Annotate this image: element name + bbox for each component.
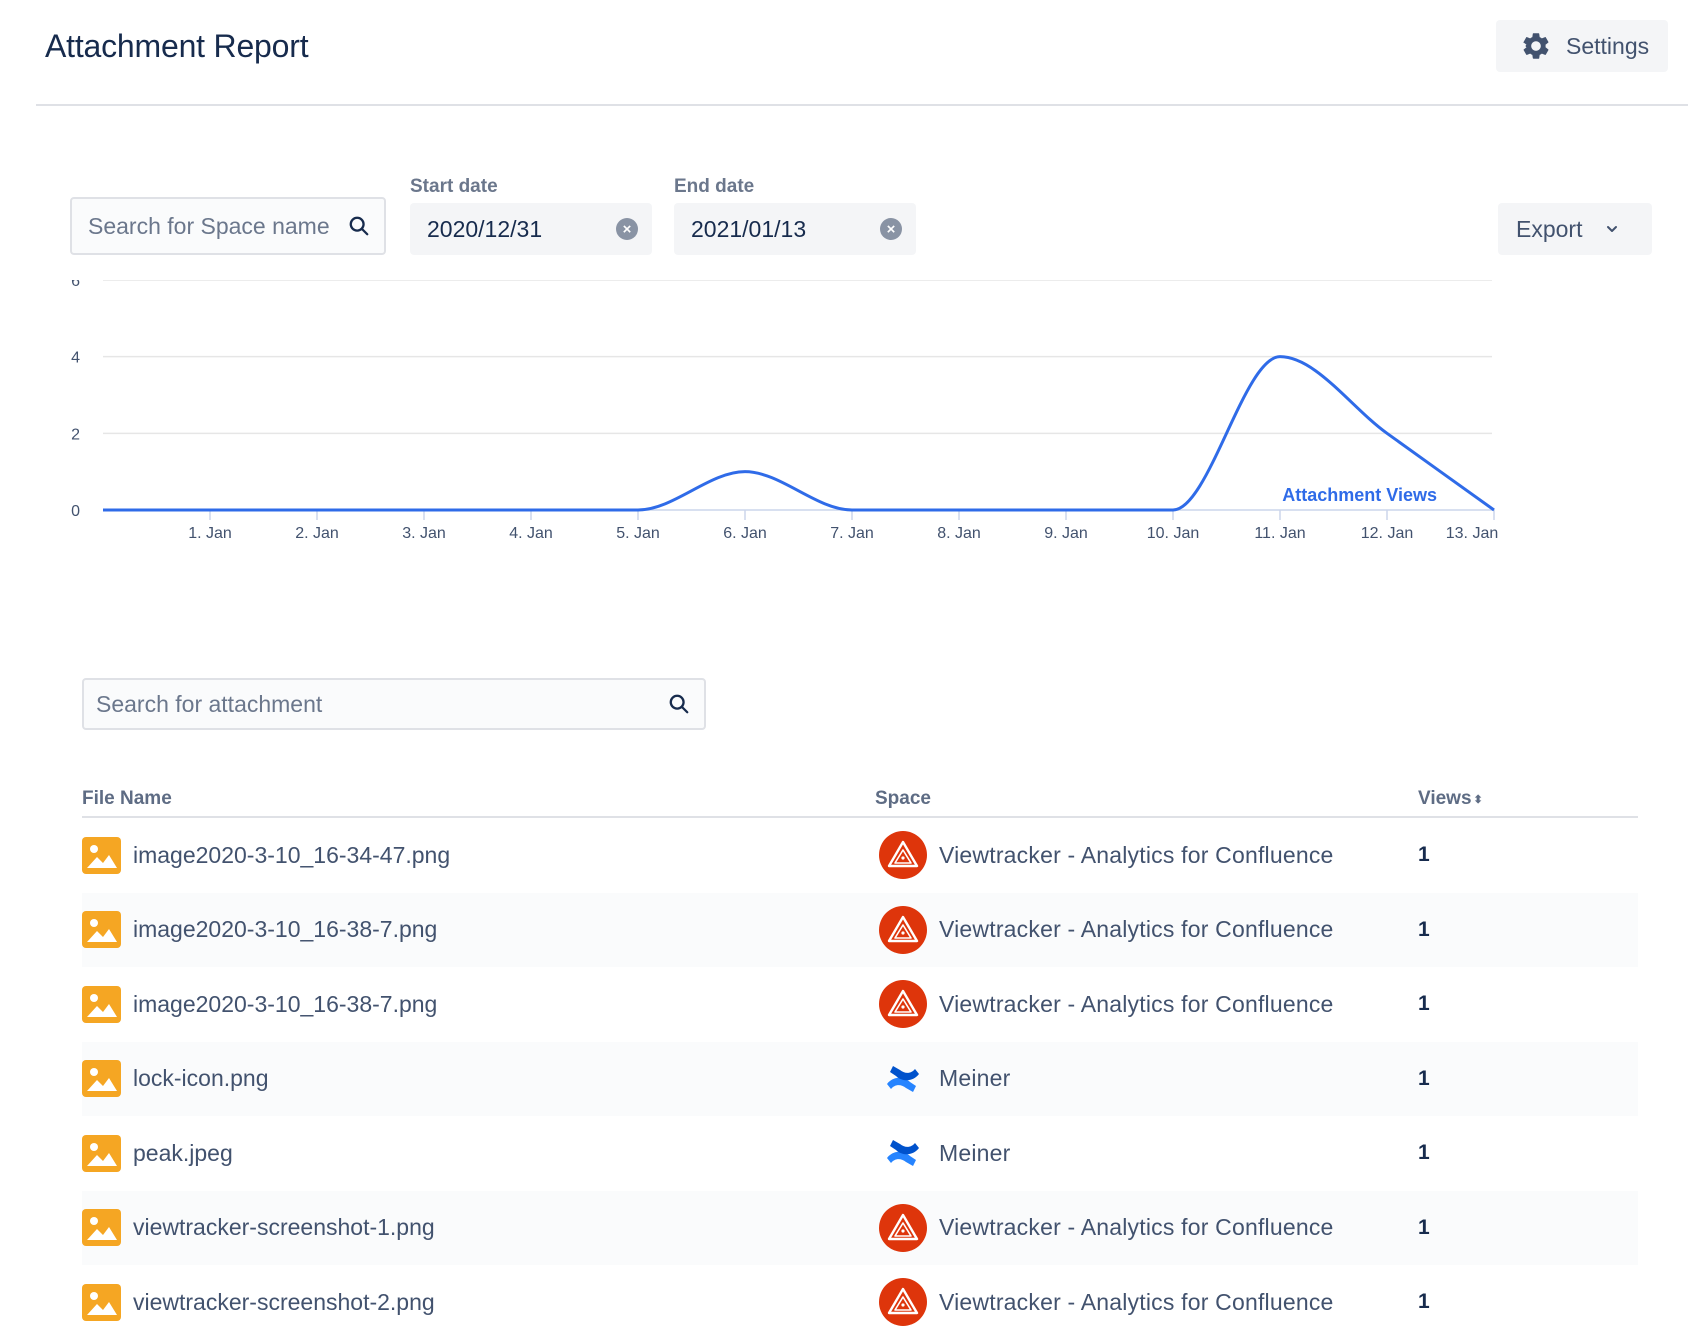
table-row[interactable]: peak.jpeg Meiner 1 xyxy=(82,1116,1638,1191)
file-name-link[interactable]: viewtracker-screenshot-2.png xyxy=(133,1288,435,1315)
space-link[interactable]: Viewtracker - Analytics for Confluence xyxy=(939,841,1334,868)
table-row[interactable]: image2020-3-10_16-38-7.png Viewtracker -… xyxy=(82,892,1638,967)
x-tick-label: 2. Jan xyxy=(295,525,339,542)
viewtracker-icon xyxy=(878,1277,928,1327)
views-count: 1 xyxy=(1418,843,1430,867)
end-date-field[interactable]: 2021/01/13 × xyxy=(674,203,916,255)
space-link[interactable]: Viewtracker - Analytics for Confluence xyxy=(939,916,1334,943)
viewtracker-icon xyxy=(878,979,928,1029)
column-header-views[interactable]: Views ⬍ xyxy=(1418,788,1483,810)
viewtracker-icon xyxy=(878,1203,928,1253)
x-tick-label: 6. Jan xyxy=(723,525,767,542)
views-count: 1 xyxy=(1418,1141,1430,1165)
y-tick-label: 4 xyxy=(71,350,80,367)
image-file-icon xyxy=(82,1209,121,1247)
confluence-icon xyxy=(878,1054,928,1104)
search-icon[interactable] xyxy=(668,693,690,715)
start-date-field[interactable]: 2020/12/31 × xyxy=(410,203,652,255)
x-tick-label: 13. Jan xyxy=(1446,525,1498,542)
x-tick-label: 3. Jan xyxy=(402,525,446,542)
start-date-value: 2020/12/31 xyxy=(427,215,543,242)
file-name-link[interactable]: image2020-3-10_16-34-47.png xyxy=(133,841,451,868)
views-header-label: Views xyxy=(1418,788,1472,809)
column-header-file-name[interactable]: File Name xyxy=(82,788,172,809)
start-date-label: Start date xyxy=(410,176,498,197)
attachments-table: File Name Space Views ⬍ image2020-3-10_1… xyxy=(82,788,1638,1340)
image-file-icon xyxy=(82,911,121,949)
x-tick-label: 11. Jan xyxy=(1254,525,1305,542)
y-tick-label: 6 xyxy=(71,280,80,290)
series-line-attachment-views xyxy=(102,355,1495,512)
sort-icon[interactable]: ⬍ xyxy=(1473,793,1483,806)
space-link[interactable]: Meiner xyxy=(939,1139,1011,1166)
clear-end-date-icon[interactable]: × xyxy=(880,218,902,240)
image-file-icon xyxy=(82,1134,121,1172)
y-tick-label: 0 xyxy=(71,503,80,520)
table-body: image2020-3-10_16-34-47.png Viewtracker … xyxy=(82,818,1638,1340)
attachment-search-input[interactable] xyxy=(96,690,668,718)
views-count: 1 xyxy=(1418,992,1430,1016)
confluence-icon xyxy=(878,1128,928,1178)
y-tick-label: 2 xyxy=(71,426,80,443)
x-tick-label: 12. Jan xyxy=(1361,525,1413,542)
file-name-link[interactable]: image2020-3-10_16-38-7.png xyxy=(133,916,438,943)
table-row[interactable]: viewtracker-screenshot-1.png Viewtracker… xyxy=(82,1190,1638,1265)
end-date-value: 2021/01/13 xyxy=(691,215,807,242)
page-title: Attachment Report xyxy=(45,28,309,64)
x-tick-label: 7. Jan xyxy=(830,525,874,542)
x-tick-label: 10. Jan xyxy=(1147,525,1199,542)
file-name-link[interactable]: image2020-3-10_16-38-7.png xyxy=(133,990,438,1017)
viewtracker-icon xyxy=(878,830,928,880)
header-divider xyxy=(36,104,1688,106)
settings-button[interactable]: Settings xyxy=(1496,20,1668,72)
settings-label: Settings xyxy=(1566,32,1650,59)
chevron-down-icon xyxy=(1607,226,1618,232)
export-button[interactable]: Export xyxy=(1498,203,1652,255)
file-name-link[interactable]: lock-icon.png xyxy=(133,1065,269,1092)
table-header: File Name Space Views ⬍ xyxy=(82,788,1638,818)
space-search-input[interactable] xyxy=(88,212,348,240)
space-link[interactable]: Meiner xyxy=(939,1065,1011,1092)
space-link[interactable]: Viewtracker - Analytics for Confluence xyxy=(939,990,1334,1017)
attachment-views-chart: 0 2 4 6 1. Jan 2. Jan 3. Jan 4. Jan 5. Jan 6. Jan… xyxy=(71,280,1498,542)
viewtracker-icon xyxy=(878,905,928,955)
x-tick-label: 8. Jan xyxy=(937,525,981,542)
views-count: 1 xyxy=(1418,1066,1430,1090)
x-tick-label: 5. Jan xyxy=(616,525,660,542)
x-tick-label: 4. Jan xyxy=(509,525,553,542)
space-link[interactable]: Viewtracker - Analytics for Confluence xyxy=(939,1214,1334,1241)
end-date-label: End date xyxy=(674,176,755,197)
search-icon[interactable] xyxy=(348,215,370,237)
views-count: 1 xyxy=(1418,1215,1430,1239)
table-row[interactable]: lock-icon.png Meiner 1 xyxy=(82,1041,1638,1116)
series-label: Attachment Views xyxy=(1282,485,1437,505)
attachment-search-field[interactable] xyxy=(82,678,706,730)
clear-start-date-icon[interactable]: × xyxy=(616,218,638,240)
file-name-link[interactable]: peak.jpeg xyxy=(133,1139,233,1166)
space-search-field[interactable] xyxy=(70,197,386,255)
table-row[interactable]: viewtracker-screenshot-2.png Viewtracker… xyxy=(82,1265,1638,1340)
table-row[interactable]: image2020-3-10_16-34-47.png Viewtracker … xyxy=(82,818,1638,893)
file-name-link[interactable]: viewtracker-screenshot-1.png xyxy=(133,1214,435,1241)
space-link[interactable]: Viewtracker - Analytics for Confluence xyxy=(939,1288,1334,1315)
image-file-icon xyxy=(82,1060,121,1098)
x-tick-label: 1. Jan xyxy=(188,525,232,542)
image-file-icon xyxy=(82,985,121,1023)
views-count: 1 xyxy=(1418,1290,1430,1314)
image-file-icon xyxy=(82,1283,121,1321)
x-tick-label: 9. Jan xyxy=(1044,525,1088,542)
gear-icon xyxy=(1523,33,1549,59)
image-file-icon xyxy=(82,836,121,874)
column-header-space[interactable]: Space xyxy=(875,788,931,809)
export-label: Export xyxy=(1516,215,1583,242)
table-row[interactable]: image2020-3-10_16-38-7.png Viewtracker -… xyxy=(82,967,1638,1042)
views-count: 1 xyxy=(1418,917,1430,941)
